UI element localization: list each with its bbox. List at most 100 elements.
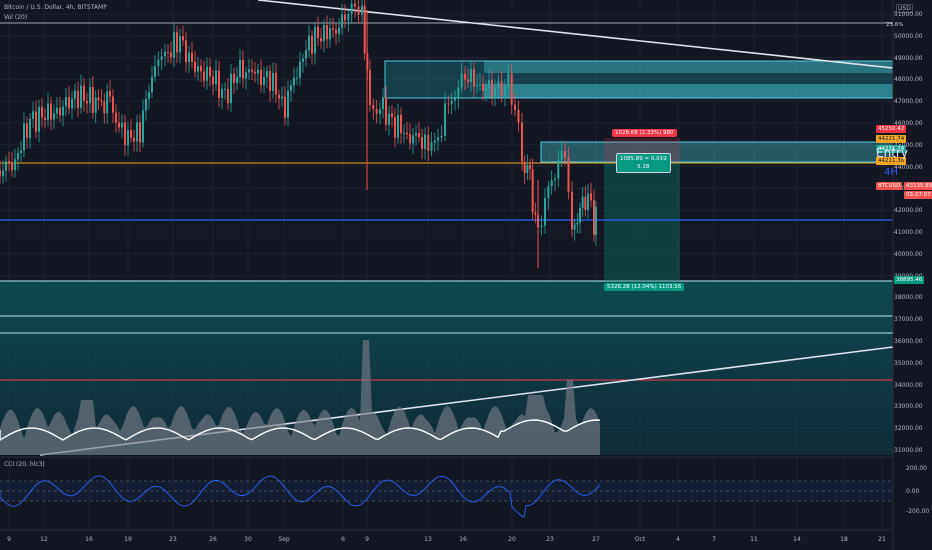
candle-body [91, 87, 94, 113]
candle-body [284, 96, 286, 118]
candle-body [341, 14, 343, 28]
candle-body [115, 112, 117, 123]
resistance-box-3[interactable] [484, 84, 893, 98]
price-axis-label: 32000.00 [894, 425, 923, 433]
candle-body [278, 94, 280, 99]
candle-body [257, 69, 259, 74]
candle-body [326, 25, 328, 40]
candle-body [106, 91, 109, 114]
candle-body [308, 35, 310, 51]
candle-body [260, 69, 262, 86]
candle-body [233, 73, 235, 83]
entry-box[interactable] [540, 141, 894, 163]
candle-body [415, 133, 417, 136]
candle-body [418, 133, 420, 138]
candle-body [510, 73, 513, 105]
candle-body [497, 81, 500, 89]
candle-body [521, 122, 523, 162]
candle-body [406, 132, 408, 135]
price-axis-label: 45000.00 [894, 141, 923, 149]
entry-label[interactable]: Entry [876, 146, 908, 160]
candle-body [176, 32, 178, 53]
price-axis-label: 48000.00 [894, 76, 923, 84]
currency-button[interactable]: USD [896, 4, 913, 13]
risk-label[interactable]: 1028.68 (2.33%) 980 [612, 129, 677, 137]
candle-body [460, 73, 463, 88]
candle-body [421, 137, 423, 150]
candle-body [311, 35, 313, 54]
candle-body [130, 129, 132, 138]
candle-body [447, 103, 450, 105]
candle-body [344, 14, 346, 21]
candle-body [59, 107, 61, 116]
resistance-box-1[interactable] [384, 60, 894, 99]
resistance-box-2[interactable] [484, 61, 893, 73]
price-candles[interactable] [0, 0, 597, 268]
reward-label[interactable]: 5326.28 (12.04%) 1103.56 [604, 283, 685, 291]
cci-indicator-label[interactable]: CCI (20, hlc3) [4, 461, 45, 468]
candle-body [188, 52, 190, 63]
candle-body [433, 140, 436, 143]
candle-body [242, 59, 244, 79]
candle-body [323, 25, 325, 42]
price-axis-label: 49000.00 [894, 54, 923, 62]
price-axis-label: 35000.00 [894, 359, 923, 367]
target-area[interactable] [604, 163, 680, 282]
candle-body [173, 32, 175, 58]
candle-body [109, 91, 111, 97]
time-axis-label: 19 [124, 536, 132, 543]
candle-body [47, 103, 49, 120]
candle-body [80, 85, 82, 108]
candle-body [514, 104, 516, 110]
candle-body [11, 162, 13, 171]
time-axis-label: 23 [169, 536, 177, 543]
candle-body [467, 79, 469, 82]
candle-body [32, 111, 34, 119]
candle-body [302, 58, 304, 62]
candle-body [50, 103, 52, 120]
timeframe-label[interactable]: 4H [884, 167, 898, 178]
candle-body [534, 212, 537, 215]
target2-price-tag: 44221.74 [876, 145, 907, 153]
position-stats[interactable]: 1085.89 = 0.019 5.18 [616, 153, 671, 173]
candle-body [372, 104, 375, 109]
candle-body [388, 113, 390, 125]
price-axis-label: 34000.00 [894, 381, 923, 389]
candle-body [494, 88, 496, 97]
candle-body [379, 109, 381, 114]
candle-body [564, 151, 566, 158]
candle-body [139, 122, 141, 143]
candle-body [382, 97, 384, 110]
candle-body [224, 88, 226, 90]
time-axis-label: 14 [793, 536, 801, 543]
stats-line-2: 5.18 [637, 164, 650, 170]
candle-body [157, 59, 160, 67]
candle-body [62, 106, 64, 116]
candle-body [121, 122, 123, 128]
candle-body [560, 151, 563, 160]
cci-axis-label: 200.00 [906, 465, 927, 472]
price-axis-label: 50000.00 [894, 32, 923, 40]
candle-body [400, 114, 402, 134]
candle-body [550, 180, 553, 187]
candle-body [361, 5, 363, 15]
time-axis-label: 20 [508, 536, 516, 543]
candle-body [329, 28, 331, 40]
candle-body [567, 157, 570, 192]
price-axis-label: 41000.00 [894, 229, 923, 236]
candle-body [14, 159, 16, 171]
candle-body [41, 106, 43, 118]
price-axis-label: 36000.00 [894, 338, 923, 345]
symbol-title[interactable]: Bitcoin / U.S. Dollar, 4h, BITSTAMP [4, 4, 107, 11]
candle-body [185, 40, 187, 63]
candle-body [133, 137, 135, 142]
candle-body [44, 117, 46, 120]
candle-body [89, 87, 91, 104]
candle-body [491, 80, 493, 97]
candle-body [579, 208, 581, 223]
candle-body [145, 98, 147, 111]
candle-body [160, 56, 163, 60]
volume-indicator-label[interactable]: Vol (20) [4, 14, 28, 21]
candle-body [154, 66, 156, 77]
